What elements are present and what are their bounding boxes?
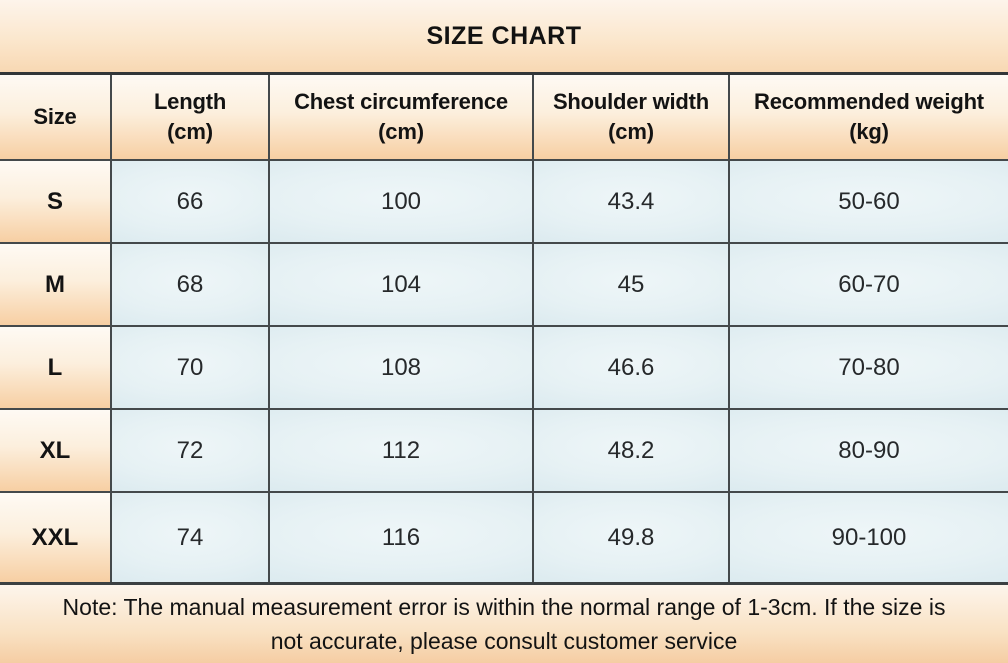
column-header-shoulder: Shoulder width (cm) [534, 75, 730, 159]
column-header-label: Recommended weight [754, 89, 984, 115]
column-header-label: Shoulder width [552, 89, 710, 115]
weight-value: 50-60 [730, 161, 1008, 242]
column-header-chest: Chest circumference (cm) [270, 75, 534, 159]
shoulder-value: 48.2 [534, 410, 730, 491]
table-row-s: S 66 100 43.4 50-60 [0, 161, 1008, 244]
size-label: L [0, 327, 112, 408]
table-row-xxl: XXL 74 116 49.8 90-100 [0, 493, 1008, 585]
shoulder-value: 45 [534, 244, 730, 325]
length-value: 68 [112, 244, 270, 325]
column-header-unit: (kg) [849, 119, 889, 144]
column-header-weight: Recommended weight (kg) [730, 75, 1008, 159]
column-header-length: Length (cm) [112, 75, 270, 159]
column-header-label: Size [33, 104, 77, 130]
measurement-note: Note: The manual measurement error is wi… [0, 585, 1008, 663]
note-line-1: Note: The manual measurement error is wi… [62, 594, 946, 620]
weight-value: 60-70 [730, 244, 1008, 325]
chest-value: 108 [270, 327, 534, 408]
length-value: 70 [112, 327, 270, 408]
shoulder-value: 49.8 [534, 493, 730, 582]
length-value: 74 [112, 493, 270, 582]
shoulder-value: 46.6 [534, 327, 730, 408]
column-header-label: Length [153, 89, 227, 115]
title-band: SIZE CHART [0, 0, 1008, 75]
weight-value: 80-90 [730, 410, 1008, 491]
length-value: 66 [112, 161, 270, 242]
table-header-row: Size Length (cm) Chest circumference (cm… [0, 75, 1008, 161]
chest-value: 116 [270, 493, 534, 582]
column-header-unit: (cm) [378, 119, 424, 144]
shoulder-value: 43.4 [534, 161, 730, 242]
column-header-unit: (cm) [167, 119, 213, 144]
chest-value: 100 [270, 161, 534, 242]
column-header-unit: (cm) [608, 119, 654, 144]
table-row-l: L 70 108 46.6 70-80 [0, 327, 1008, 410]
weight-value: 90-100 [730, 493, 1008, 582]
page-title: SIZE CHART [426, 21, 582, 50]
note-line-2: not accurate, please consult customer se… [270, 628, 738, 654]
size-label: XXL [0, 493, 112, 582]
column-header-size: Size [0, 75, 112, 159]
weight-value: 70-80 [730, 327, 1008, 408]
size-label: M [0, 244, 112, 325]
size-label: XL [0, 410, 112, 491]
length-value: 72 [112, 410, 270, 491]
size-label: S [0, 161, 112, 242]
chest-value: 112 [270, 410, 534, 491]
column-header-label: Chest circumference [294, 89, 508, 115]
chest-value: 104 [270, 244, 534, 325]
table-row-m: M 68 104 45 60-70 [0, 244, 1008, 327]
table-row-xl: XL 72 112 48.2 80-90 [0, 410, 1008, 493]
